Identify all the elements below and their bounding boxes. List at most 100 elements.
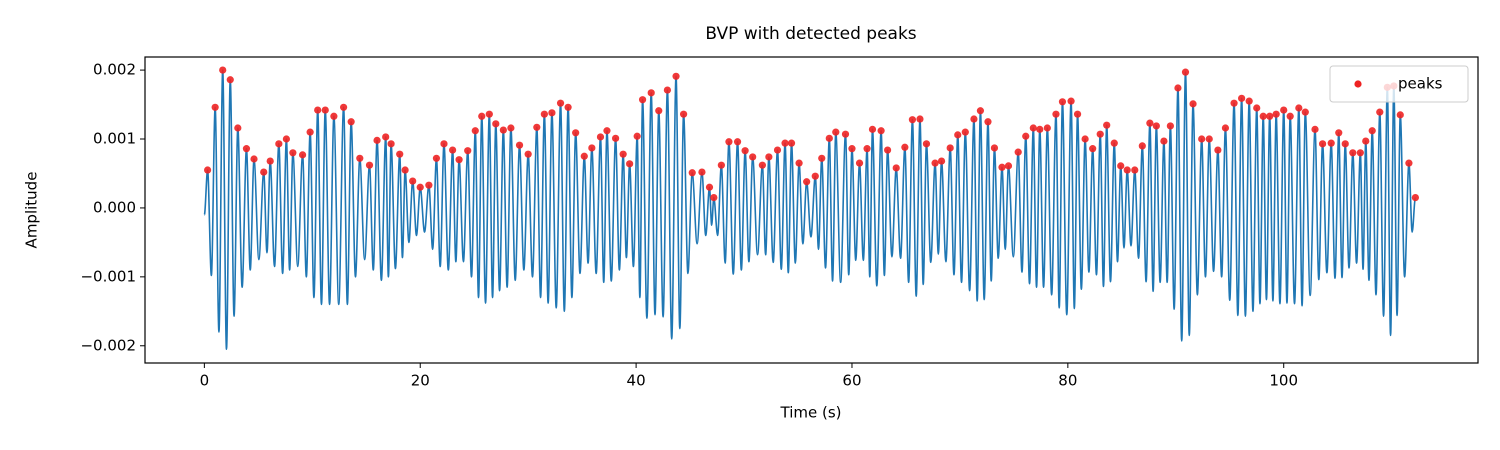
peak-point [863, 145, 871, 153]
peak-point [710, 193, 718, 202]
peak-point [1356, 149, 1364, 157]
peak-point [356, 154, 364, 162]
peak-point [1052, 110, 1060, 118]
peak-point [250, 155, 258, 163]
peak-point [655, 107, 663, 115]
peak-point [1214, 146, 1222, 154]
peak-point [492, 120, 500, 128]
peak-point [937, 157, 946, 165]
peak-point [1022, 132, 1030, 140]
peak-point [679, 110, 688, 118]
peak-point [1286, 112, 1294, 120]
peak-point [306, 128, 314, 136]
peak-point [1405, 159, 1413, 167]
peak-point [883, 146, 892, 154]
signal-line [203, 69, 1417, 351]
peak-point [330, 112, 338, 120]
plot-area [203, 66, 1419, 351]
x-tick-label: 0 [200, 372, 210, 390]
peak-point [1411, 193, 1419, 202]
peak-point [626, 160, 634, 168]
peak-point [1198, 135, 1206, 143]
peak-point [1238, 94, 1246, 102]
peak-point [1138, 142, 1146, 150]
peak-point [705, 183, 714, 191]
peak-point [781, 139, 789, 147]
peak-point [1349, 149, 1357, 157]
peak-point [998, 163, 1006, 171]
peak-point [1189, 100, 1197, 108]
peak-point [931, 159, 939, 167]
peak-point [619, 150, 627, 158]
peak-point [387, 140, 395, 148]
peak-point [908, 116, 917, 124]
peak-point [749, 153, 757, 161]
x-tick-label: 20 [411, 372, 430, 390]
peak-point [1123, 166, 1131, 174]
peak-point [1221, 124, 1230, 132]
peak-point [901, 143, 909, 151]
peak-point [1146, 119, 1154, 127]
peak-point [1245, 97, 1253, 105]
axes-frame [144, 56, 1479, 364]
peak-point [1152, 122, 1160, 130]
peak-point [1362, 137, 1370, 145]
peak-point [455, 156, 463, 164]
peak-point [260, 168, 268, 176]
peak-point [556, 99, 565, 107]
peak-point [478, 112, 486, 120]
peak-point [515, 141, 524, 149]
peak-point [984, 118, 992, 126]
y-tick-label: −0.002 [80, 336, 136, 354]
peak-point [1081, 135, 1089, 143]
peak-point [976, 107, 985, 115]
peak-point [1058, 98, 1067, 106]
peak-point [832, 128, 840, 136]
peak-point [1073, 110, 1082, 118]
peak-point [1110, 139, 1118, 147]
peak-point [672, 72, 680, 80]
peak-point [990, 144, 999, 152]
peak-point [725, 138, 733, 146]
peak-point [485, 110, 493, 118]
peak-point [382, 133, 390, 141]
peak-point [298, 151, 307, 159]
peak-point [548, 109, 556, 117]
y-tick-label: −0.001 [80, 267, 136, 285]
peak-point [1266, 112, 1274, 120]
peak-point [773, 146, 782, 154]
peak-point [811, 172, 819, 180]
peak-point [219, 66, 227, 74]
peak-point [647, 89, 655, 97]
peak-point [396, 150, 404, 158]
peak-point [1089, 145, 1097, 153]
peak-point [289, 149, 297, 157]
peak-point [1166, 122, 1174, 130]
peak-point [440, 140, 448, 148]
peak-point [321, 106, 329, 114]
peak-point [922, 140, 931, 148]
peak-point [540, 110, 548, 118]
peak-point [425, 181, 433, 189]
peak-point [596, 133, 605, 141]
peak-point [1036, 125, 1044, 133]
y-axis-label: Amplitude [23, 172, 41, 249]
peak-point [1004, 162, 1013, 170]
peak-point [507, 124, 515, 132]
peak-point [698, 168, 706, 176]
peak-point [916, 115, 924, 123]
peak-point [275, 140, 283, 148]
peak-point [1335, 129, 1343, 137]
peak-point [234, 124, 242, 132]
peak-point [226, 76, 234, 84]
peak-point [242, 145, 251, 153]
peak-point [1311, 125, 1319, 133]
chart-title: BVP with detected peaks [705, 24, 916, 44]
peak-point [588, 144, 596, 152]
peak-point [314, 106, 322, 114]
peak-point [464, 147, 472, 155]
peak-point [580, 152, 588, 160]
peak-point [688, 169, 696, 177]
legend-marker [1354, 80, 1362, 88]
legend-label: peaks [1398, 75, 1443, 93]
